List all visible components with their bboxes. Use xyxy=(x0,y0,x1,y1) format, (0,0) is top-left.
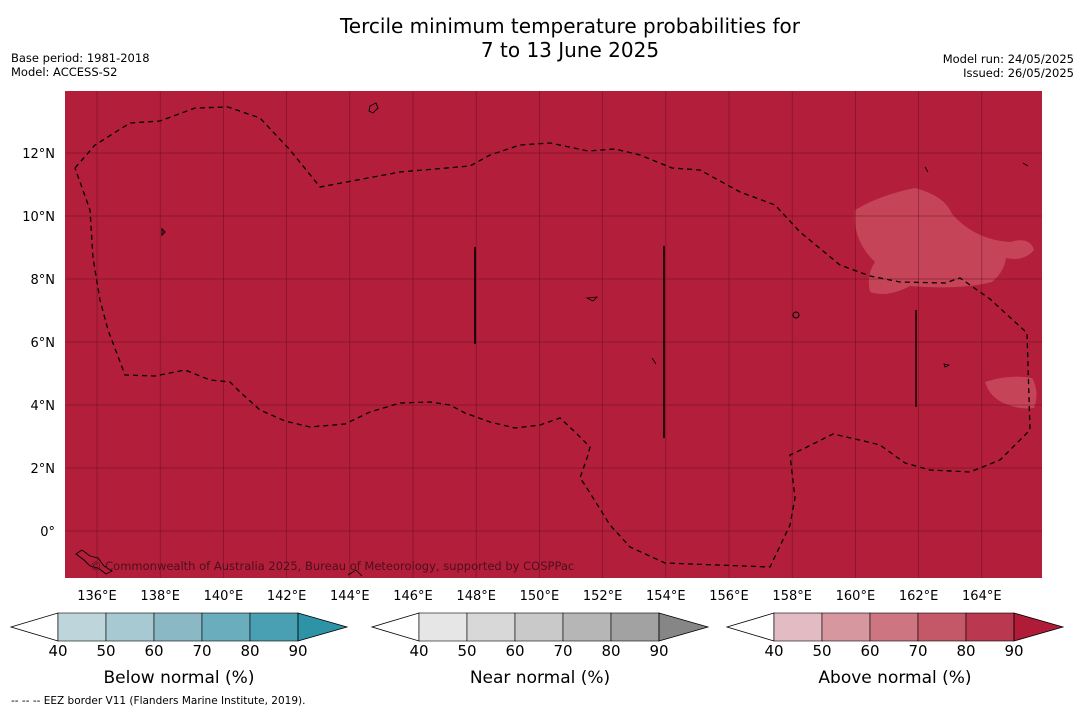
latitude-label: 2°N xyxy=(31,462,56,477)
colorbar-segment xyxy=(466,612,516,642)
longitude-label: 142°E xyxy=(267,589,307,604)
colorbar-tick-label: 60 xyxy=(144,642,164,660)
colorbar-tick-label: 50 xyxy=(96,642,116,660)
model-text: Model: ACCESS-S2 xyxy=(11,65,118,79)
colorbar-over-arrow xyxy=(658,612,709,642)
colorbar-over-arrow xyxy=(1013,612,1064,642)
light-patch-east xyxy=(985,376,1037,409)
longitude-label: 150°E xyxy=(520,589,560,604)
below-normal-label: Below normal (%) xyxy=(103,668,255,688)
latitude-label: 0° xyxy=(40,525,55,540)
eez-boundary xyxy=(74,106,1031,568)
colorbar-segment xyxy=(57,612,107,642)
colorbar-tick-label: 50 xyxy=(457,642,477,660)
colorbar-segment xyxy=(562,612,612,642)
colorbar-segment xyxy=(105,612,155,642)
longitude-label: 146°E xyxy=(393,589,433,604)
colorbar-tick-label: 60 xyxy=(860,642,880,660)
issued-text: Issued: 26/05/2025 xyxy=(963,66,1074,80)
graticule xyxy=(65,91,1042,578)
colorbar-tick-label: 80 xyxy=(240,642,260,660)
copyright-notice: © Commonwealth of Australia 2025, Bureau… xyxy=(90,559,574,573)
probability-map[interactable]: © Commonwealth of Australia 2025, Bureau… xyxy=(0,0,1085,610)
colorbar-tick-label: 70 xyxy=(908,642,928,660)
colorbar-under-arrow xyxy=(371,612,420,642)
above-normal-label: Above normal (%) xyxy=(818,668,972,688)
map-title: Tercile minimum temperature probabilitie… xyxy=(0,14,1085,62)
latitude-label: 10°N xyxy=(22,210,55,225)
colorbar-tick-label: 70 xyxy=(192,642,212,660)
longitude-label: 152°E xyxy=(583,589,623,604)
colorbar-tick-label: 60 xyxy=(505,642,525,660)
latitude-label: 4°N xyxy=(31,399,56,414)
longitude-label: 156°E xyxy=(709,589,749,604)
colorbar-tick-label: 90 xyxy=(1004,642,1024,660)
colorbar-tick-label: 90 xyxy=(288,642,308,660)
colorbar-tick-label: 80 xyxy=(956,642,976,660)
colorbar-segment xyxy=(917,612,967,642)
below-normal-color-scale xyxy=(10,612,348,642)
longitude-label: 140°E xyxy=(204,589,244,604)
longitude-label: 154°E xyxy=(646,589,686,604)
colorbar-tick-label: 90 xyxy=(649,642,669,660)
longitude-label: 148°E xyxy=(456,589,496,604)
colorbar-segment xyxy=(201,612,251,642)
light-patch-north-east xyxy=(854,188,1034,294)
eez-footnote: -- -- -- EEZ border V11 (Flanders Marine… xyxy=(11,695,306,707)
above-normal-color-scale xyxy=(726,612,1064,642)
map-background xyxy=(65,91,1042,578)
below-normal-colorbar: Below normal (%) 40 50 60 70 80 90 xyxy=(10,612,348,692)
longitude-labels: 136°E 138°E 140°E 142°E 144°E 146°E 148°E 150°E… xyxy=(77,589,1001,604)
base-period-text: Base period: 1981-2018 xyxy=(11,51,150,65)
colorbar-over-arrow xyxy=(297,612,348,642)
near-normal-colorbar: Near normal (%) 40 50 60 70 80 90 xyxy=(371,612,709,692)
longitude-label: 144°E xyxy=(330,589,370,604)
longitude-label: 136°E xyxy=(77,589,117,604)
island-markers xyxy=(75,102,1029,577)
colorbar-segment xyxy=(869,612,919,642)
latitude-label: 12°N xyxy=(22,147,55,162)
colorbar-tick-label: 50 xyxy=(812,642,832,660)
colorbar-under-arrow xyxy=(726,612,775,642)
colorbar-tick-label: 70 xyxy=(553,642,573,660)
longitude-label: 164°E xyxy=(962,589,1002,604)
model-run-text: Model run: 24/05/2025 xyxy=(942,52,1074,66)
colorbar-tick-label: 40 xyxy=(409,642,429,660)
light-probability-patches xyxy=(854,188,1037,409)
base-period-info: Base period: 1981-2018 Model: ACCESS-S2 xyxy=(11,51,150,79)
latitude-labels: 12°N 10°N 8°N 6°N 4°N 2°N 0° xyxy=(22,147,55,540)
title-line-2: 7 to 13 June 2025 xyxy=(480,38,660,62)
longitude-label: 138°E xyxy=(140,589,180,604)
colorbar-tick-label: 80 xyxy=(601,642,621,660)
colorbar-segment xyxy=(418,612,468,642)
colorbar-segment xyxy=(153,612,203,642)
near-normal-label: Near normal (%) xyxy=(469,668,611,688)
colorbar-segment xyxy=(249,612,299,642)
title-line-1: Tercile minimum temperature probabilitie… xyxy=(339,14,801,38)
colorbar-segment xyxy=(965,612,1015,642)
latitude-label: 6°N xyxy=(31,336,56,351)
longitude-label: 158°E xyxy=(772,589,812,604)
latitude-label: 8°N xyxy=(31,273,56,288)
colorbar-segment xyxy=(821,612,871,642)
above-normal-colorbar: Above normal (%) 40 50 60 70 80 90 xyxy=(726,612,1064,692)
longitude-label: 160°E xyxy=(836,589,876,604)
colorbar-under-arrow xyxy=(10,612,59,642)
longitude-label: 162°E xyxy=(899,589,939,604)
colorbar-segment xyxy=(514,612,564,642)
model-run-info: Model run: 24/05/2025 Issued: 26/05/2025 xyxy=(943,52,1074,80)
colorbar-tick-label: 40 xyxy=(764,642,784,660)
colorbar-tick-label: 40 xyxy=(48,642,68,660)
near-normal-color-scale xyxy=(371,612,709,642)
colorbar-segment xyxy=(773,612,823,642)
colorbar-segment xyxy=(610,612,660,642)
